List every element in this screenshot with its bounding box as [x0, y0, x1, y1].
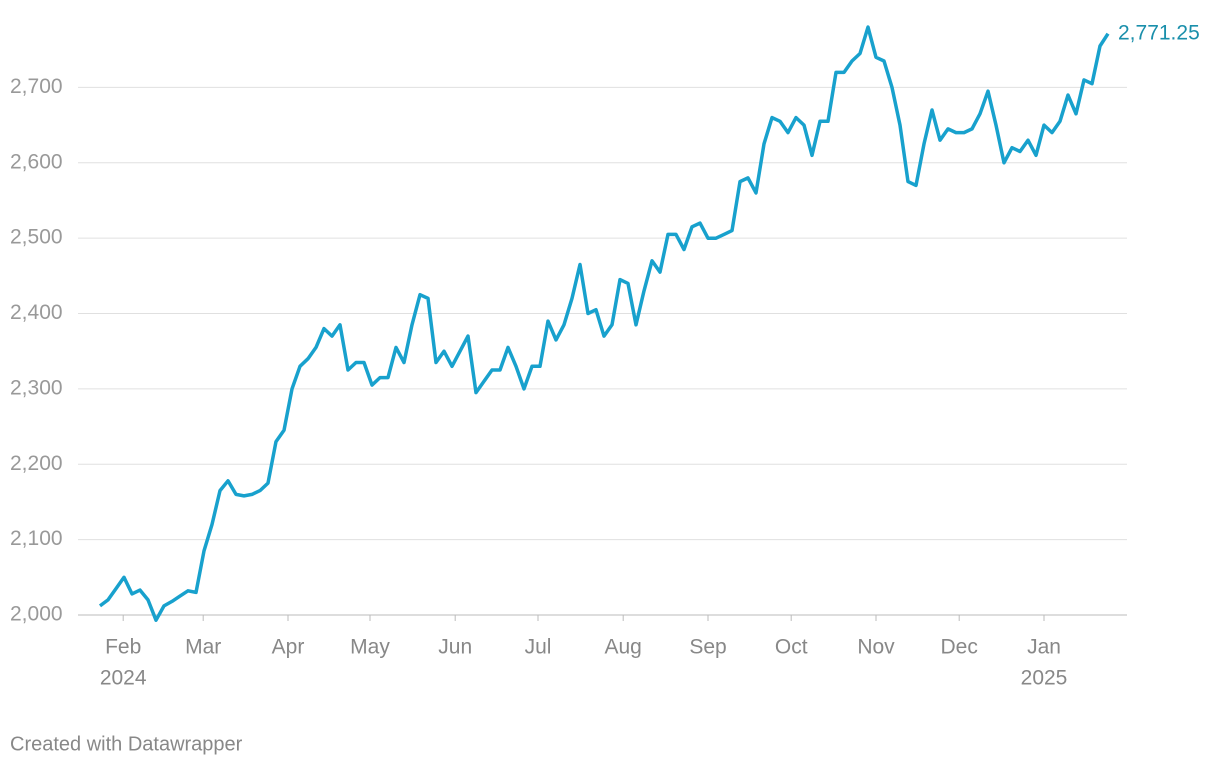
x-tick-label: Dec [941, 636, 978, 659]
y-tick-label: 2,600 [10, 150, 63, 173]
x-tick-label: Jun [438, 636, 472, 659]
x-tick-label: Mar [185, 636, 221, 659]
y-tick-label: 2,300 [10, 376, 63, 399]
x-tick-label: May [350, 636, 390, 659]
x-tick-label: Aug [605, 636, 642, 659]
x-tick-label: Jul [525, 636, 552, 659]
value-label: 2,771.25 [1118, 21, 1200, 44]
y-tick-label: 2,100 [10, 527, 63, 550]
y-tick-label: 2,400 [10, 301, 63, 324]
y-tick-label: 2,500 [10, 226, 63, 249]
x-tick-label: Jan [1027, 636, 1061, 659]
x-year-label: 2024 [100, 667, 147, 690]
x-tick-label: Nov [857, 636, 895, 659]
x-tick-label: Oct [775, 636, 808, 659]
x-year-label: 2025 [1021, 667, 1068, 690]
y-tick-label: 2,000 [10, 603, 63, 626]
x-tick-label: Sep [689, 636, 726, 659]
line [98, 25, 1110, 622]
y-tick-label: 2,200 [10, 452, 63, 475]
footer: Created with Datawrapper [10, 733, 243, 755]
x-tick-label: Apr [272, 636, 305, 659]
x-tick-label: Feb [105, 636, 141, 659]
y-tick-label: 2,700 [10, 75, 63, 98]
